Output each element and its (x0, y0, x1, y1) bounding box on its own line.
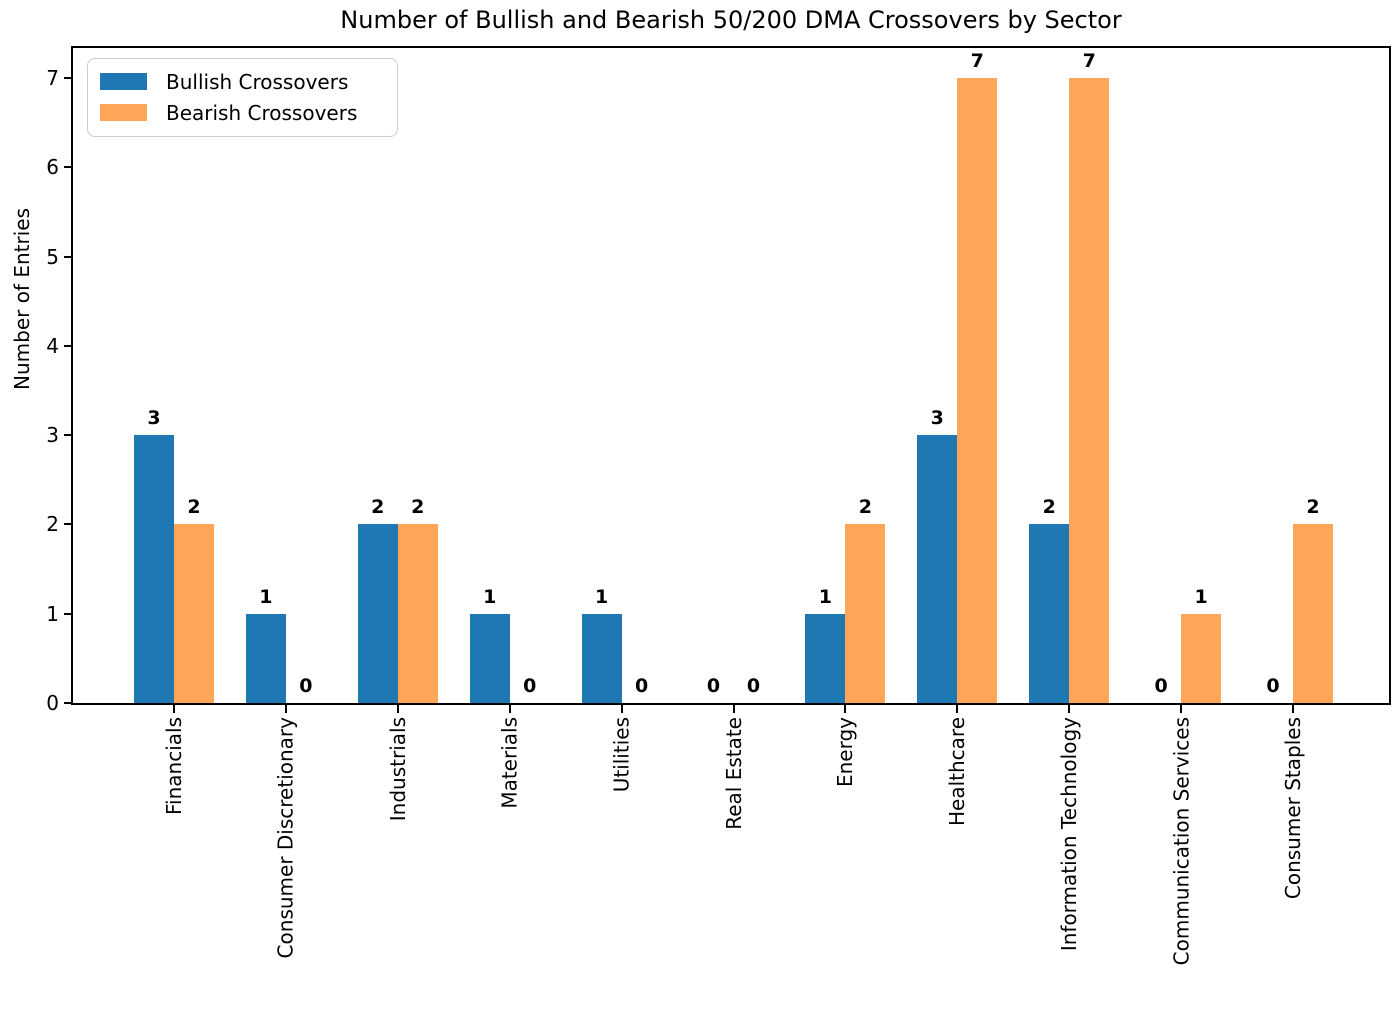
bar-value-label: 1 (259, 586, 273, 608)
x-tick (173, 705, 175, 713)
y-tick (64, 76, 73, 79)
x-tick-label: Materials (497, 717, 522, 809)
y-tick (64, 612, 73, 615)
y-tick (64, 523, 73, 526)
bar-bullish (805, 614, 846, 703)
legend: Bullish Crossovers Bearish Crossovers (87, 58, 398, 137)
x-tick (956, 705, 959, 713)
x-tick-label: Industrials (385, 717, 410, 822)
bar-value-label: 7 (1082, 50, 1096, 72)
x-tick-label: Consumer Staples (1281, 717, 1305, 900)
bar-bearish (397, 524, 438, 703)
y-tick (64, 255, 73, 258)
y-tick (64, 344, 73, 347)
bar-value-label: 0 (706, 675, 721, 697)
bar-value-label: 7 (970, 50, 984, 72)
bar-bullish (245, 614, 286, 703)
x-tick (396, 705, 399, 713)
y-tick-label: 6 (46, 155, 59, 180)
x-tick (620, 705, 623, 713)
x-tick (1180, 705, 1183, 713)
bar-value-label: 1 (818, 586, 832, 608)
y-tick-label: 3 (46, 423, 59, 448)
y-tick-label: 7 (46, 65, 59, 90)
bar-bearish (174, 524, 214, 703)
y-tick-label: 5 (46, 244, 59, 269)
bar-bullish (917, 435, 958, 703)
bar-value-label: 2 (858, 496, 872, 518)
bar-bullish (134, 435, 174, 703)
bar-value-label: 3 (147, 407, 161, 429)
bar-value-label: 1 (594, 586, 609, 608)
y-tick-label: 1 (46, 601, 59, 626)
x-tick-label: Utilities (609, 717, 634, 793)
bar-bearish (1069, 78, 1110, 703)
x-tick (1068, 705, 1071, 713)
y-tick (64, 702, 73, 704)
legend-item-bullish: Bullish Crossovers (100, 69, 385, 94)
bar-bullish (357, 524, 398, 703)
x-tick (732, 705, 735, 713)
bar-value-label: 2 (187, 496, 201, 518)
x-tick-label: Financials (162, 717, 186, 815)
legend-label-bullish: Bullish Crossovers (166, 69, 349, 94)
plot-area (71, 46, 1391, 705)
bar-value-label: 1 (483, 586, 497, 608)
legend-item-bearish: Bearish Crossovers (100, 100, 385, 125)
x-tick (284, 705, 287, 713)
bar-bearish (1293, 524, 1333, 703)
bar-value-label: 2 (1306, 496, 1320, 518)
chart-title: Number of Bullish and Bearish 50/200 DMA… (340, 6, 1122, 34)
bar-value-label: 2 (1042, 496, 1056, 518)
bar-bullish (581, 614, 622, 703)
x-tick (844, 705, 847, 713)
y-tick-label: 0 (46, 691, 59, 715)
legend-swatch-bullish (100, 73, 147, 90)
x-tick-label: Healthcare (945, 717, 970, 827)
bar-value-label: 3 (930, 407, 944, 429)
x-tick-label: Communication Services (1169, 717, 1194, 966)
bar-value-label: 0 (523, 675, 537, 697)
y-tick (64, 166, 73, 169)
bar-bearish (957, 78, 998, 703)
bar-bearish (1181, 614, 1222, 703)
bar-value-label: 2 (411, 496, 425, 518)
x-tick-label: Information Technology (1057, 717, 1082, 952)
bar-bullish (469, 614, 510, 703)
y-axis-label: Number of Entries (10, 208, 34, 390)
y-tick-label: 4 (46, 333, 59, 358)
x-tick-label: Real Estate (721, 717, 746, 830)
bar-value-label: 0 (299, 675, 313, 697)
bar-value-label: 0 (1266, 675, 1280, 697)
legend-label-bearish: Bearish Crossovers (166, 100, 358, 125)
x-tick-label: Energy (833, 717, 858, 788)
bar-bearish (845, 524, 886, 703)
x-tick (1292, 705, 1294, 713)
bar-value-label: 0 (746, 675, 761, 697)
bar-value-label: 0 (1154, 675, 1168, 697)
legend-swatch-bearish (100, 104, 147, 121)
bar-bullish (1029, 524, 1070, 703)
bar-value-label: 2 (371, 496, 385, 518)
x-tick (508, 705, 511, 713)
bar-value-label: 0 (634, 675, 649, 697)
bar-value-label: 1 (1194, 586, 1208, 608)
x-tick-label: Consumer Discretionary (273, 717, 298, 959)
y-tick (64, 434, 73, 437)
y-tick-label: 2 (46, 512, 59, 537)
